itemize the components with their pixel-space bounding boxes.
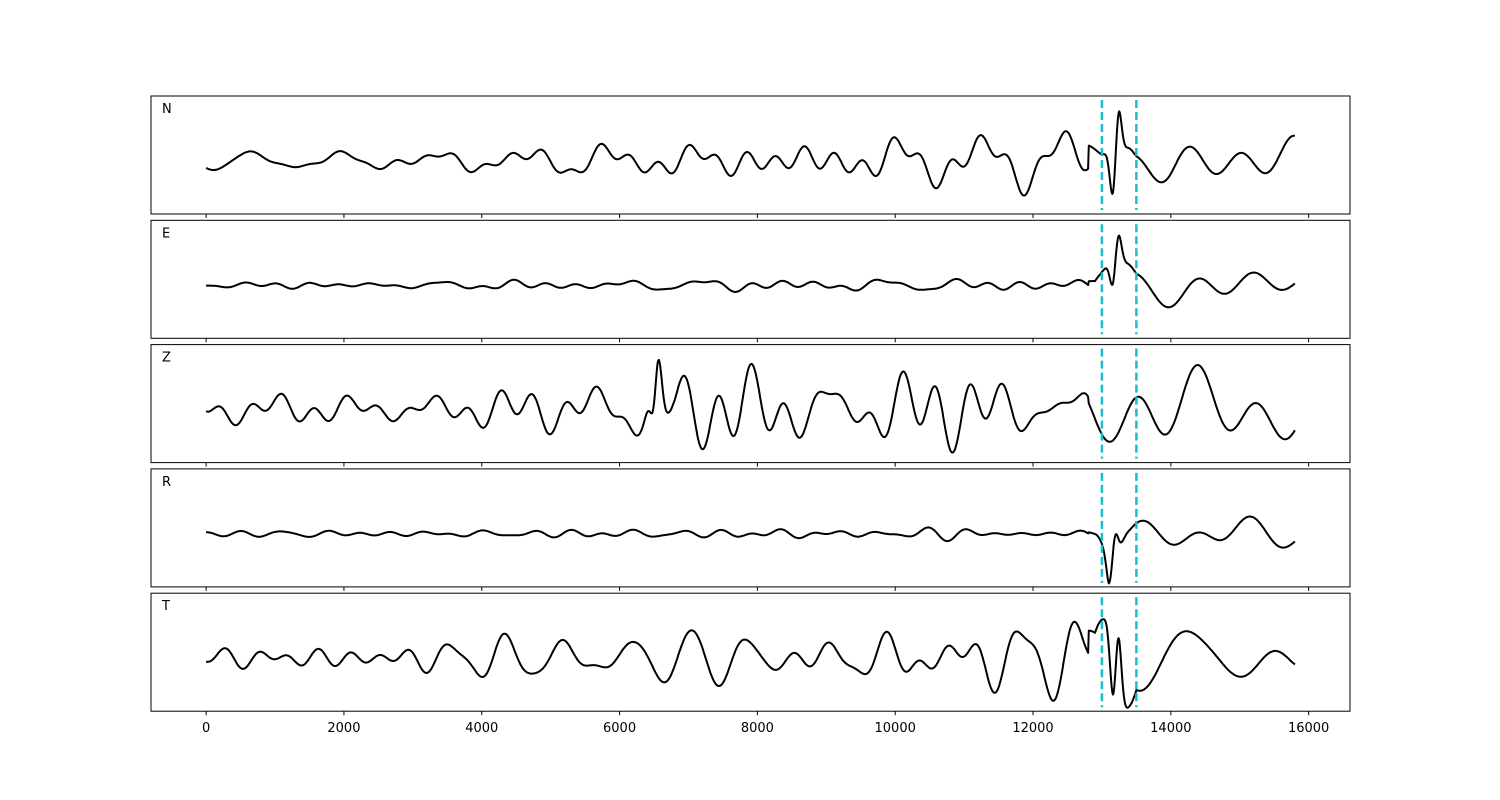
panel-label: Z (162, 351, 171, 366)
panel-label: T (161, 599, 170, 614)
panel-t: T (150, 592, 1351, 716)
x-axis: 0 2000 4000 6000 8000 10000 12000 14000 16000 (202, 721, 1329, 736)
panel-r: R (150, 468, 1351, 591)
panel-label: E (162, 226, 170, 241)
panel-n: N (150, 95, 1351, 218)
panel-frame (150, 468, 1351, 588)
x-tick-label: 2000 (327, 721, 360, 736)
panel-frame (150, 219, 1351, 339)
trace-panels: N E Z R T (150, 95, 1351, 716)
waveform-trace (205, 110, 1296, 197)
panel-frame (150, 344, 1351, 464)
waveform-trace (205, 618, 1296, 709)
panel-e: E (150, 219, 1351, 343)
x-tick-label: 8000 (741, 721, 774, 736)
x-tick-label: 4000 (465, 721, 498, 736)
panel-label: R (162, 475, 171, 490)
x-tick-label: 6000 (603, 721, 636, 736)
x-tick-label: 14000 (1150, 721, 1191, 736)
x-tick-label: 12000 (1012, 721, 1053, 736)
panel-z: Z (150, 344, 1351, 467)
panel-label: N (162, 102, 172, 117)
waveform-trace (205, 234, 1296, 309)
x-tick-label: 10000 (875, 721, 916, 736)
waveform-trace (205, 515, 1296, 585)
waveform-trace (205, 358, 1296, 454)
x-tick-label: 16000 (1288, 721, 1329, 736)
panel-frame (150, 592, 1351, 712)
x-tick-label: 0 (202, 721, 210, 736)
